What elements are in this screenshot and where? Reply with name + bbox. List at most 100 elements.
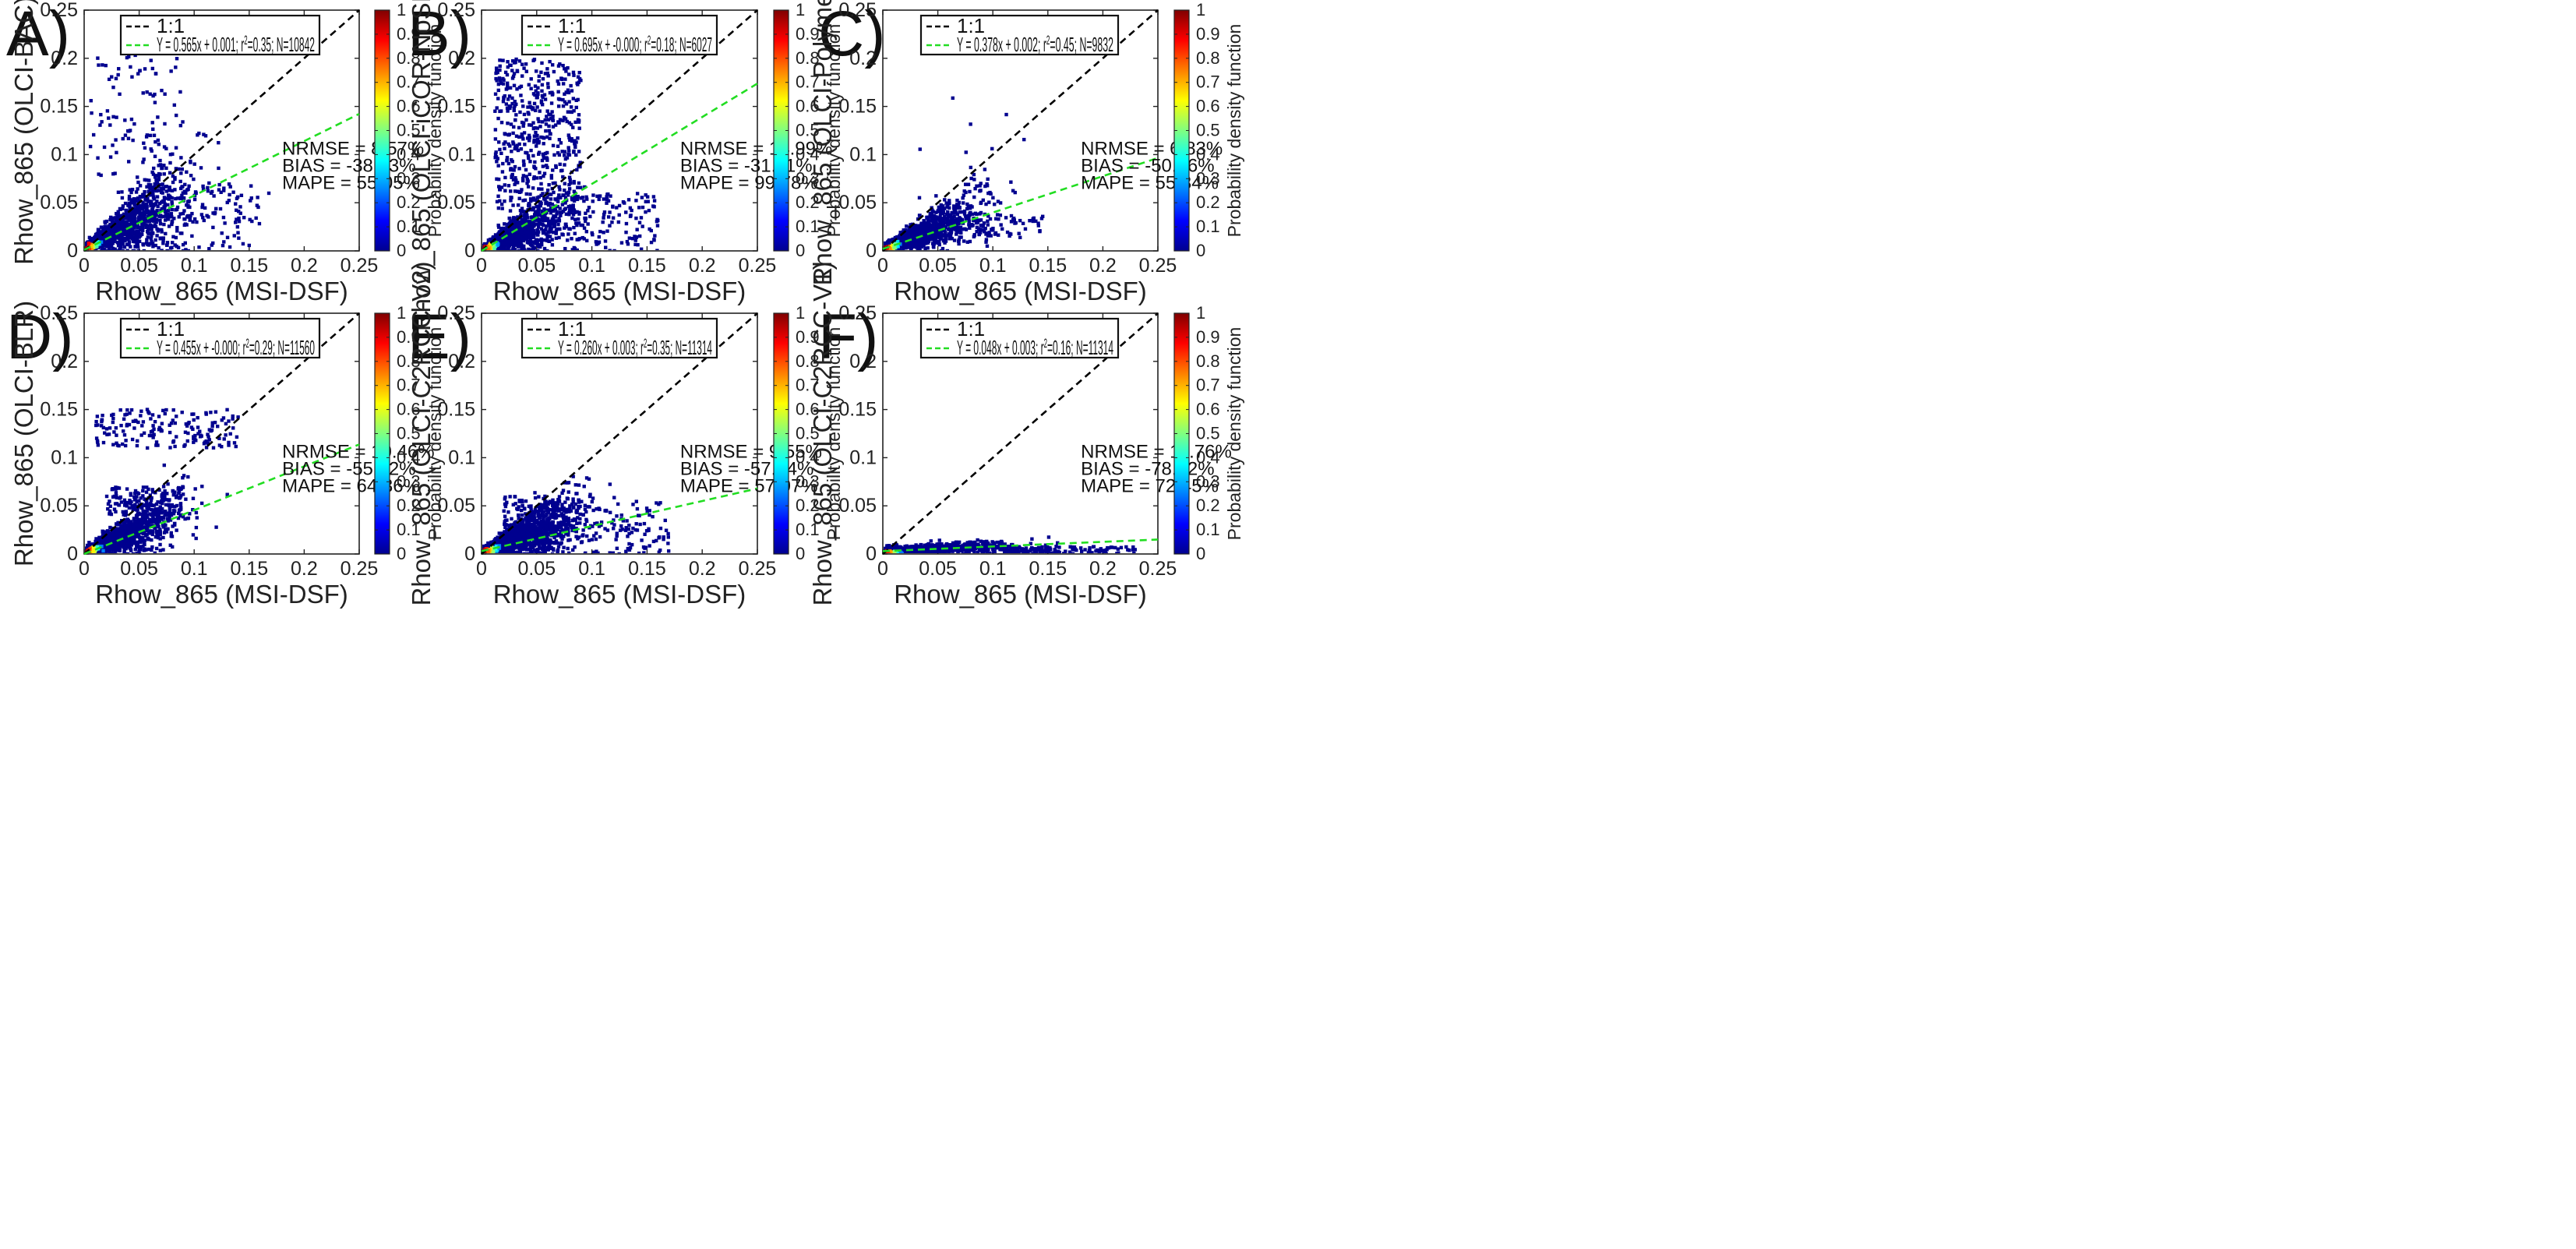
data-point [106, 228, 110, 232]
data-point [222, 240, 226, 244]
density-point [493, 242, 497, 246]
data-point [136, 236, 139, 240]
data-point [504, 102, 509, 106]
data-point [1038, 229, 1042, 233]
data-point [156, 182, 160, 186]
data-point [946, 227, 951, 231]
data-point [522, 112, 527, 117]
data-point [104, 219, 109, 224]
data-point [570, 196, 574, 199]
data-point [546, 86, 550, 90]
data-point [496, 97, 500, 101]
data-point [568, 178, 572, 182]
data-point [128, 217, 132, 221]
data-point [653, 234, 657, 238]
data-point [509, 234, 513, 238]
data-point [164, 218, 168, 222]
data-point [1014, 221, 1018, 225]
x-axis-label: Rhow_865 (MSI-DSF) [493, 277, 746, 305]
data-point [556, 64, 561, 68]
data-point [558, 227, 562, 231]
data-point [1007, 234, 1011, 238]
data-point [527, 247, 531, 250]
data-point [542, 196, 546, 201]
data-point [569, 105, 573, 109]
data-point [116, 212, 120, 216]
data-point [496, 194, 500, 198]
data-point [503, 222, 506, 226]
data-point [550, 202, 554, 206]
data-point [541, 76, 545, 81]
data-point [985, 244, 990, 249]
data-point [509, 167, 513, 171]
data-point [634, 199, 638, 203]
y-tick-label: 0.2 [51, 48, 78, 69]
data-point [566, 88, 570, 92]
data-point [551, 209, 555, 213]
data-point [639, 216, 644, 220]
y-tick-label: 0 [866, 240, 877, 262]
data-point [149, 203, 153, 208]
data-point [515, 69, 519, 72]
data-point [97, 228, 101, 233]
data-point [556, 199, 560, 203]
data-point [948, 234, 953, 238]
data-point [540, 242, 544, 247]
data-point [514, 57, 518, 62]
data-point [537, 187, 541, 191]
data-point [567, 121, 571, 125]
data-point [612, 249, 616, 250]
data-point [575, 249, 579, 250]
data-point [998, 201, 1003, 205]
data-point [522, 248, 526, 250]
data-point [237, 219, 242, 224]
data-point [565, 119, 569, 124]
data-point [577, 120, 581, 124]
data-point [143, 203, 147, 207]
data-point [217, 188, 221, 192]
data-point [526, 179, 530, 183]
data-point [130, 237, 135, 241]
data-point [505, 156, 510, 160]
data-point [957, 242, 961, 246]
data-point [926, 223, 931, 228]
data-point [535, 144, 538, 148]
data-point [545, 165, 549, 170]
data-point [532, 101, 537, 106]
data-point [90, 238, 94, 242]
data-point [135, 238, 139, 242]
data-point [999, 223, 1003, 227]
data-point [157, 143, 161, 146]
data-point [527, 112, 531, 116]
data-point [159, 190, 164, 194]
data-point [532, 175, 536, 179]
data-point [521, 104, 525, 108]
data-point [582, 237, 586, 241]
data-point [573, 139, 577, 143]
data-point [158, 189, 162, 192]
data-point [168, 171, 172, 175]
data-point [217, 140, 221, 145]
data-point [130, 187, 135, 192]
data-point [564, 212, 569, 217]
data-point [947, 236, 951, 240]
data-point [547, 182, 551, 187]
data-point [974, 221, 979, 225]
legend-label-identity: 1:1 [558, 14, 586, 37]
data-point [615, 206, 619, 210]
data-point [153, 101, 157, 104]
data-point [510, 196, 513, 199]
data-point [202, 132, 206, 136]
data-point [121, 204, 125, 208]
data-point [535, 238, 539, 242]
data-point [551, 168, 555, 172]
data-point [979, 229, 983, 233]
data-point [533, 93, 537, 97]
data-point [238, 211, 242, 215]
data-point [168, 185, 171, 189]
data-point [131, 138, 135, 143]
data-point [503, 199, 506, 203]
data-point [125, 237, 129, 241]
data-point [98, 233, 102, 237]
data-point [556, 204, 559, 209]
